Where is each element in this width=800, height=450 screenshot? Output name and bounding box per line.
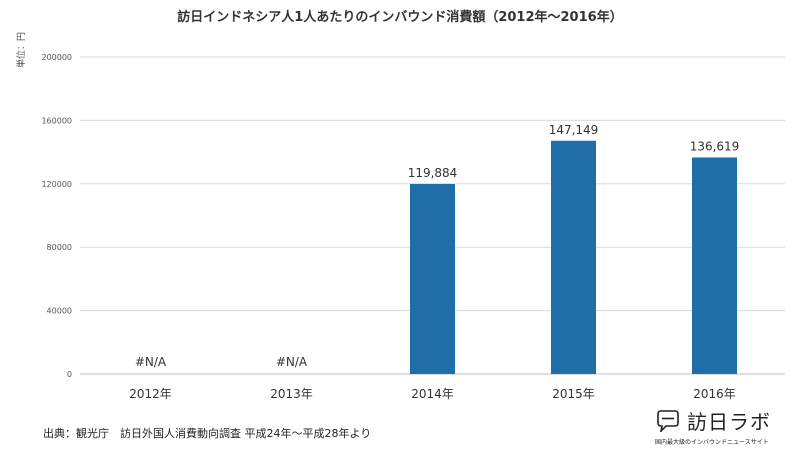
y-unit-label: 単位：円 xyxy=(15,32,27,68)
data-label: #N/A xyxy=(135,355,167,369)
y-tick-label: 80000 xyxy=(47,243,72,252)
y-tick-label: 200000 xyxy=(41,53,72,62)
data-labels: #N/A #N/A 119,884 147,149 136,619 xyxy=(135,123,739,369)
x-tick-label: 2015年 xyxy=(552,387,595,401)
y-tick-label: 0 xyxy=(67,370,72,379)
data-label: #N/A xyxy=(276,355,308,369)
y-tick-label: 40000 xyxy=(47,307,72,316)
bar xyxy=(692,157,737,374)
chart-title: 訪日インドネシア人1人あたりのインバウンド消費額（2012年～2016年） xyxy=(177,9,622,25)
brand-logo: 訪日ラボ 国内最大級のインバウンドニュースサイト xyxy=(655,406,795,446)
data-label: 147,149 xyxy=(549,123,599,137)
brand-tagline: 国内最大級のインバウンドニュースサイト xyxy=(655,439,769,446)
bar xyxy=(551,140,596,374)
y-axis-ticks: 0 40000 80000 120000 160000 200000 xyxy=(41,53,72,379)
brand-name: 訪日ラボ xyxy=(687,410,771,434)
x-tick-label: 2012年 xyxy=(129,387,172,401)
data-label: 119,884 xyxy=(408,166,458,180)
data-label: 136,619 xyxy=(690,139,740,153)
x-tick-label: 2014年 xyxy=(411,387,454,401)
x-axis-ticks: 2012年 2013年 2014年 2015年 2016年 xyxy=(129,387,736,401)
source-note: 出典：観光庁 訪日外国人消費動向調査 平成24年～平成28年より xyxy=(43,427,372,440)
y-tick-label: 160000 xyxy=(41,116,72,125)
y-tick-label: 120000 xyxy=(41,180,72,189)
speech-bubble-logo-icon xyxy=(657,409,679,432)
x-tick-label: 2013年 xyxy=(270,387,313,401)
bar xyxy=(410,183,455,374)
bars xyxy=(410,140,737,374)
x-tick-label: 2016年 xyxy=(693,387,736,401)
